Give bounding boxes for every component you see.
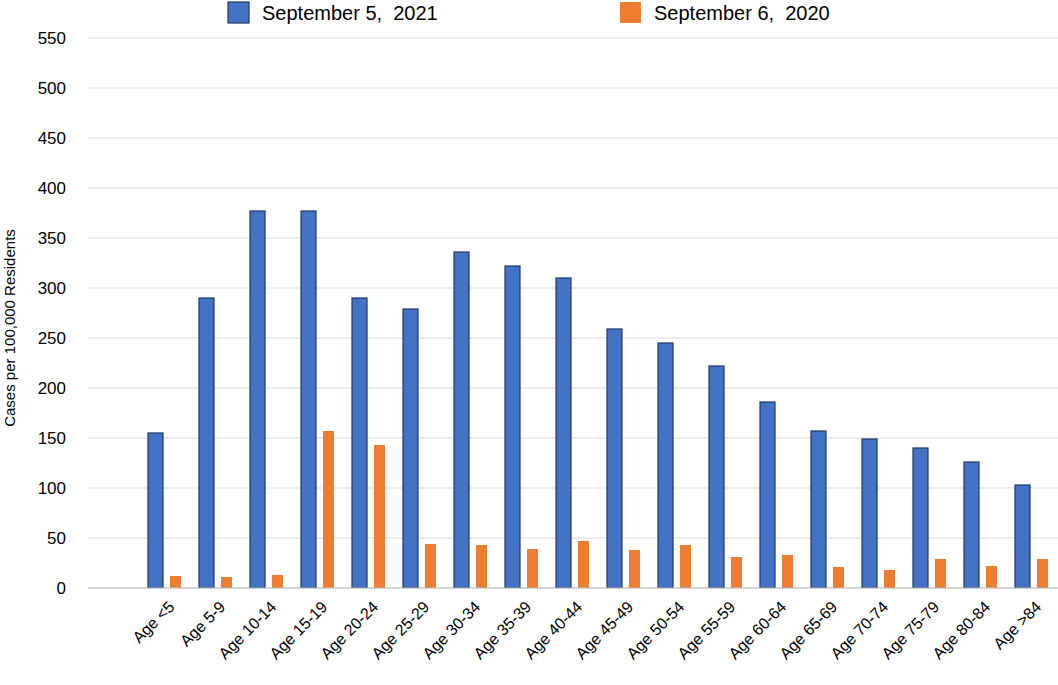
bar: [760, 402, 775, 588]
bar: [527, 549, 538, 588]
y-tick-label: 250: [38, 329, 66, 348]
y-tick-label: 200: [38, 379, 66, 398]
x-tick-label: Age >84: [990, 598, 1045, 653]
bar: [731, 557, 742, 588]
y-tick-label: 500: [38, 79, 66, 98]
grid-line: [88, 38, 1058, 39]
bar: [964, 462, 979, 588]
grid-line: [88, 188, 1058, 189]
bar: [862, 439, 877, 588]
grid-line: [88, 138, 1058, 139]
bars: [148, 211, 1048, 588]
legend-label: September 6, 2020: [654, 2, 830, 24]
y-axis-label: Cases per 100,000 Residents: [1, 229, 18, 427]
bar: [1037, 559, 1048, 588]
bar: [454, 252, 469, 588]
y-tick-label: 100: [38, 479, 66, 498]
y-tick-label: 150: [38, 429, 66, 448]
grid-line: [88, 288, 1058, 289]
chart: 0 50 100 150 200 250 300 350 400 450 500 550 Cases p…: [0, 0, 1058, 685]
grid-line: [88, 388, 1058, 389]
y-tick-label: 50: [47, 529, 66, 548]
bar: [884, 570, 895, 588]
bar: [301, 211, 316, 588]
y-tick-label: 400: [38, 179, 66, 198]
bar: [476, 545, 487, 588]
legend-label: September 5, 2021: [262, 2, 438, 24]
bar: [170, 576, 181, 588]
y-tick-label: 550: [38, 29, 66, 48]
bar: [680, 545, 691, 588]
bar: [505, 266, 520, 588]
bar: [425, 544, 436, 588]
grid-line: [88, 438, 1058, 439]
bar: [221, 577, 232, 588]
legend-swatch: [620, 2, 641, 23]
y-tick-label: 350: [38, 229, 66, 248]
x-tick-label: Age <5: [129, 598, 177, 646]
bar: [782, 555, 793, 588]
bar: [148, 433, 163, 588]
bar: [658, 343, 673, 588]
bar: [374, 445, 385, 588]
bar: [578, 541, 589, 588]
bar: [607, 329, 622, 588]
bar: [935, 559, 946, 588]
bar: [250, 211, 265, 588]
y-tick-label: 450: [38, 129, 66, 148]
x-tick-label: Age 80-84: [929, 598, 993, 662]
bar: [913, 448, 928, 588]
grid-line: [88, 588, 1058, 589]
bar: [1015, 485, 1030, 588]
x-tick-label: Age 5-9: [177, 598, 229, 650]
legend-swatch: [228, 2, 249, 23]
bar: [629, 550, 640, 588]
bar: [199, 298, 214, 588]
bar: [403, 309, 418, 588]
bar: [811, 431, 826, 588]
bar: [833, 567, 844, 588]
grid-line: [88, 88, 1058, 89]
bar: [986, 566, 997, 588]
bar: [709, 366, 724, 588]
y-tick-label: 0: [57, 579, 66, 598]
grid-line: [88, 238, 1058, 239]
bar: [323, 431, 334, 588]
grid-line: [88, 338, 1058, 339]
bar: [556, 278, 571, 588]
x-axis: [88, 588, 1058, 589]
bar: [272, 575, 283, 588]
bar: [352, 298, 367, 588]
y-tick-label: 300: [38, 279, 66, 298]
